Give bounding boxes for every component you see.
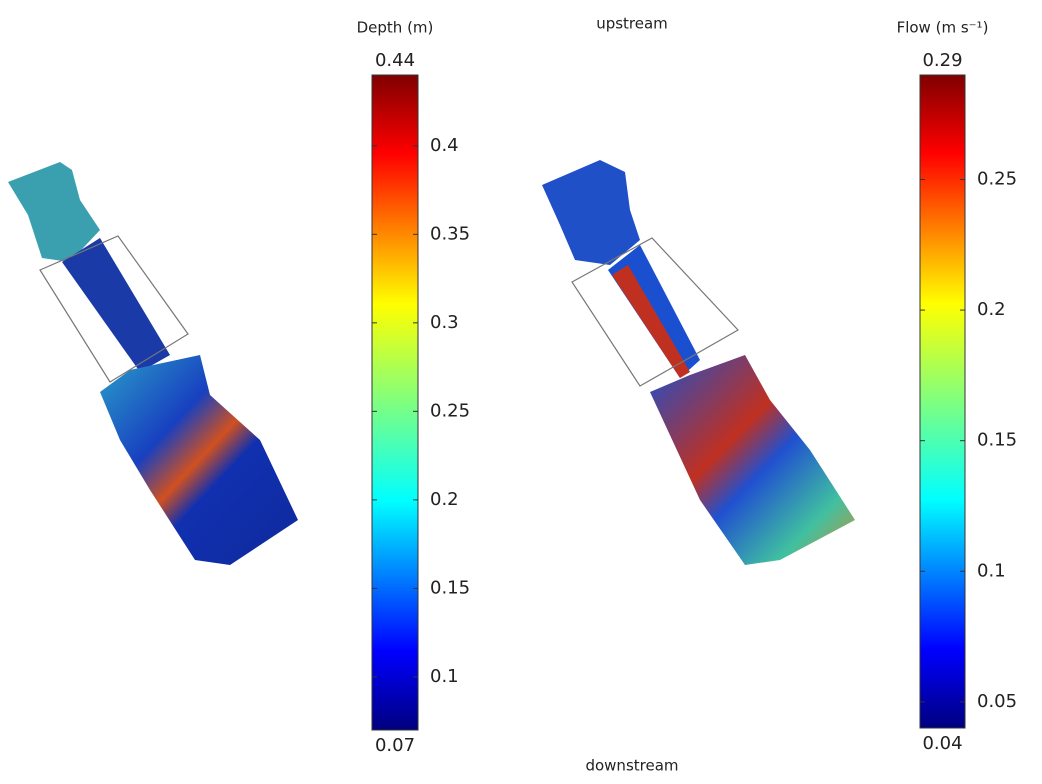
- colorbar-title: Depth (m): [357, 19, 434, 37]
- tick-label: 0.1: [430, 666, 459, 687]
- tick-label: 0.25: [977, 168, 1017, 189]
- flow-map: [542, 160, 855, 565]
- colorbar-min-label: 0.07: [375, 735, 415, 756]
- tick-label: 0.15: [430, 577, 470, 598]
- colorbar-max-label: 0.44: [375, 50, 415, 71]
- tick-label: 0.15: [977, 430, 1017, 451]
- tick-label: 0.2: [977, 299, 1006, 320]
- colorbar-min-label: 0.04: [922, 733, 962, 754]
- colorbar: [919, 74, 966, 729]
- annotation: upstream: [596, 15, 668, 33]
- tick-label: 0.4: [430, 135, 459, 156]
- tick-label: 0.25: [430, 400, 470, 421]
- tick-label: 0.35: [430, 223, 470, 244]
- tick-label: 0.2: [430, 489, 459, 510]
- colorbar: [371, 74, 419, 731]
- colorbar-max-label: 0.29: [922, 50, 962, 71]
- colorbar-title: Flow (m s⁻¹): [897, 19, 989, 37]
- tick-label: 0.3: [430, 312, 459, 333]
- tick-label: 0.05: [977, 691, 1017, 712]
- annotation: downstream: [585, 757, 678, 775]
- depth-map: [8, 162, 298, 565]
- tick-label: 0.1: [977, 560, 1006, 581]
